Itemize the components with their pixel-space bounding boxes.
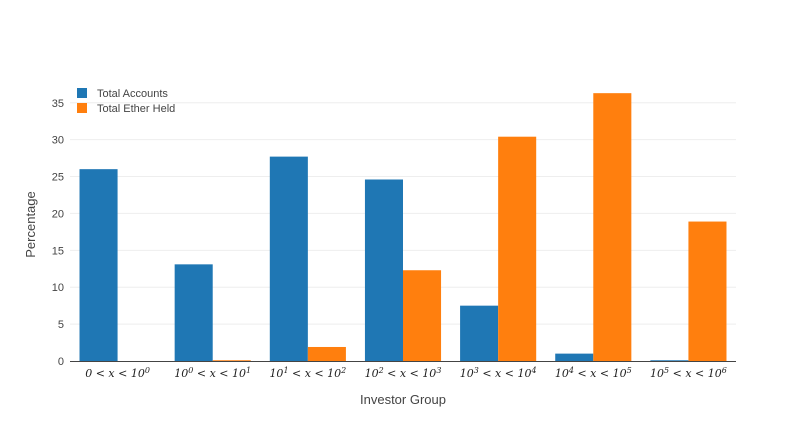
bar-total-accounts-3[interactable] — [269, 156, 308, 361]
bar-total-accounts-2[interactable] — [174, 264, 213, 361]
bar-total-ether-held-7[interactable] — [688, 221, 727, 361]
bar-total-accounts-7[interactable] — [650, 360, 689, 361]
legend-label-total-accounts: Total Accounts — [97, 88, 168, 100]
y-tick-label-5: 5 — [58, 319, 64, 331]
legend-swatch-total-ether-held — [77, 103, 87, 113]
y-tick-label-35: 35 — [52, 98, 64, 110]
x-axis-ticks: 0 < x < 100 100 < x < 101 101 < x < 102 102… — [85, 366, 727, 381]
bar-total-accounts-4[interactable] — [364, 179, 403, 361]
bar-total-accounts-5[interactable] — [460, 305, 499, 361]
y-tick-label-10: 10 — [52, 282, 64, 294]
legend-item-total-accounts[interactable]: Total Accounts — [77, 88, 168, 100]
y-tick-label-20: 20 — [52, 208, 64, 220]
y-tick-label-25: 25 — [52, 172, 64, 184]
bar-total-accounts-1[interactable] — [79, 169, 118, 361]
y-axis-ticks: 0 5 10 15 20 25 30 35 — [52, 98, 64, 368]
bar-total-ether-held-3[interactable] — [307, 346, 346, 361]
x-tick-label-2: 100 < x < 101 — [174, 366, 251, 381]
x-tick-label-7: 105 < x < 106 — [650, 366, 727, 381]
bar-total-ether-held-5[interactable] — [498, 136, 537, 361]
y-tick-label-15: 15 — [52, 245, 64, 257]
bar-total-ether-held-6[interactable] — [593, 93, 632, 362]
legend[interactable]: Total Accounts Total Ether Held — [77, 88, 175, 115]
y-tick-label-0: 0 — [58, 356, 64, 368]
x-tick-label-1: 0 < x < 100 — [85, 366, 150, 381]
x-tick-label-5: 103 < x < 104 — [460, 366, 537, 381]
legend-label-total-ether-held: Total Ether Held — [97, 103, 175, 115]
legend-item-total-ether-held[interactable]: Total Ether Held — [77, 103, 175, 115]
y-tick-label-30: 30 — [52, 135, 64, 147]
bar-total-accounts-6[interactable] — [555, 353, 594, 361]
bar-total-ether-held-2[interactable] — [212, 360, 251, 361]
x-tick-label-6: 104 < x < 105 — [555, 366, 632, 381]
x-axis-title: Investor Group — [360, 392, 446, 407]
x-tick-label-3: 101 < x < 102 — [269, 366, 346, 381]
bar-total-ether-held-4[interactable] — [403, 270, 442, 361]
legend-swatch-total-accounts — [77, 88, 87, 98]
bars — [79, 93, 727, 362]
y-axis-title: Percentage — [23, 191, 38, 258]
x-tick-label-4: 102 < x < 103 — [365, 366, 442, 381]
